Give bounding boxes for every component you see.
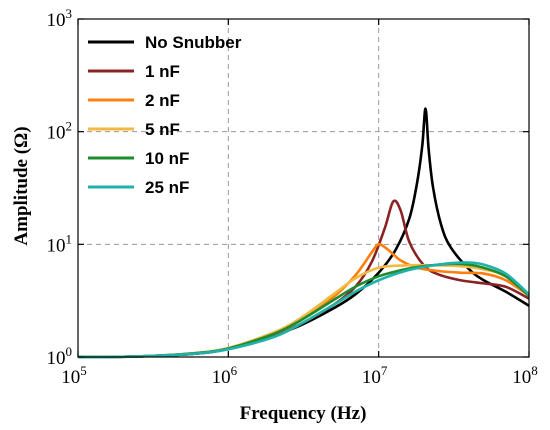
y-tick-label: 101 — [47, 231, 73, 256]
y-tick-labels: 100 101 102 103 — [47, 6, 73, 369]
series-line-25-nf — [77, 261, 530, 359]
x-tick-label: 107 — [362, 363, 388, 388]
legend-label: 5 nF — [145, 120, 180, 139]
legend-label: 2 nF — [145, 91, 180, 110]
y-tick-label: 102 — [47, 119, 73, 144]
x-axis-label: Frequency (Hz) — [240, 403, 367, 424]
y-tick-label: 100 — [47, 344, 73, 369]
y-tick-label: 103 — [47, 6, 73, 31]
series-line-1-nf — [77, 199, 530, 359]
series-line-10-nf — [77, 262, 530, 359]
legend-label: 1 nF — [145, 62, 180, 81]
grid-lines — [78, 19, 529, 357]
legend-label: 10 nF — [145, 149, 189, 168]
series-line-5-nf — [77, 263, 530, 359]
plot-frame — [77, 18, 530, 358]
axis-ticks — [77, 18, 530, 358]
legend: No Snubber 1 nF 2 nF 5 nF 10 nF 25 nF — [88, 33, 242, 197]
y-axis-label: Amplitude (Ω) — [11, 126, 32, 245]
legend-label: 25 nF — [145, 178, 189, 197]
legend-label: No Snubber — [145, 33, 242, 52]
x-tick-label: 108 — [512, 363, 538, 388]
series-lines — [77, 107, 530, 359]
x-tick-label: 105 — [61, 363, 87, 388]
x-tick-labels: 105 106 107 108 — [61, 363, 538, 388]
x-tick-label: 106 — [212, 363, 238, 388]
